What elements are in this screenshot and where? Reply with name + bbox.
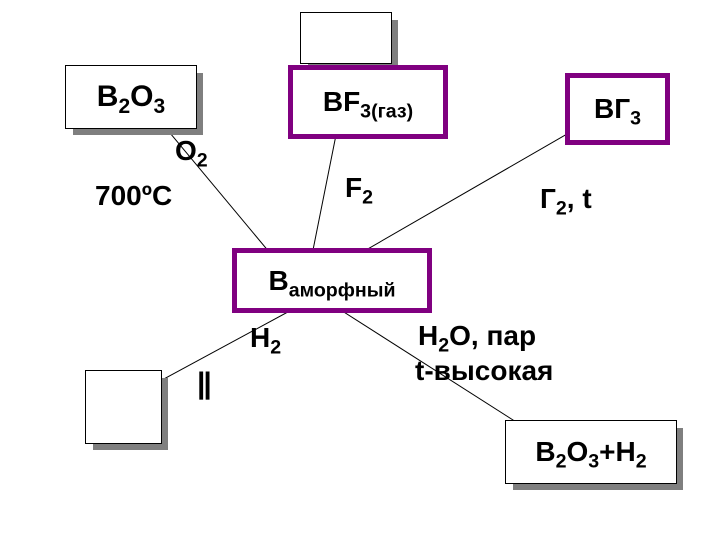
node-bg3-label: BГ3 — [594, 93, 641, 125]
node-center-label: Bаморфный — [268, 265, 395, 297]
node-b2o3h2: B2O3+H2 — [505, 420, 675, 482]
node-bf3-label: BF3(газ) — [323, 86, 413, 118]
diagram-stage: { "canvas": { "width": 720, "height": 54… — [0, 0, 720, 540]
node-bf3: BF3(газ) — [288, 65, 438, 129]
node-square-bl — [85, 370, 160, 442]
label-temp: 700ºC — [95, 180, 172, 212]
label-f2: F2 — [345, 172, 373, 204]
label-t-high: t-высокая — [415, 355, 553, 387]
node-center: Bаморфный — [232, 248, 422, 303]
node-b2o3: B2O3 — [65, 65, 195, 127]
node-b2o3h2-label: B2O3+H2 — [535, 436, 646, 468]
node-square-top — [300, 12, 390, 62]
node-b2o3-label: B2O3 — [97, 80, 165, 114]
node-bg3: BГ3 — [565, 73, 660, 135]
label-g2t: Г2, t — [540, 183, 592, 215]
label-parallel: || — [197, 367, 210, 401]
label-h2o-par: H2O, пар — [418, 320, 536, 352]
label-o2: O2 — [175, 135, 208, 167]
label-h2: H2 — [250, 322, 281, 354]
